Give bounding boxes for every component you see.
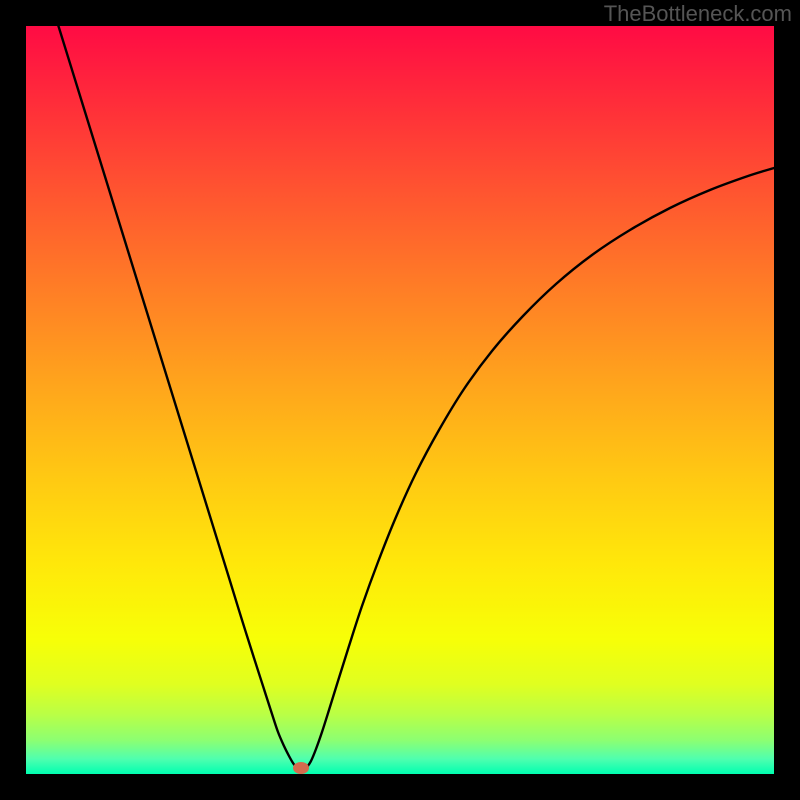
chart-container: TheBottleneck.com (0, 0, 800, 800)
curve-path (52, 26, 774, 770)
optimum-marker (293, 762, 309, 774)
bottleneck-curve (26, 26, 774, 774)
watermark-text: TheBottleneck.com (604, 1, 792, 27)
plot-area (26, 26, 774, 774)
